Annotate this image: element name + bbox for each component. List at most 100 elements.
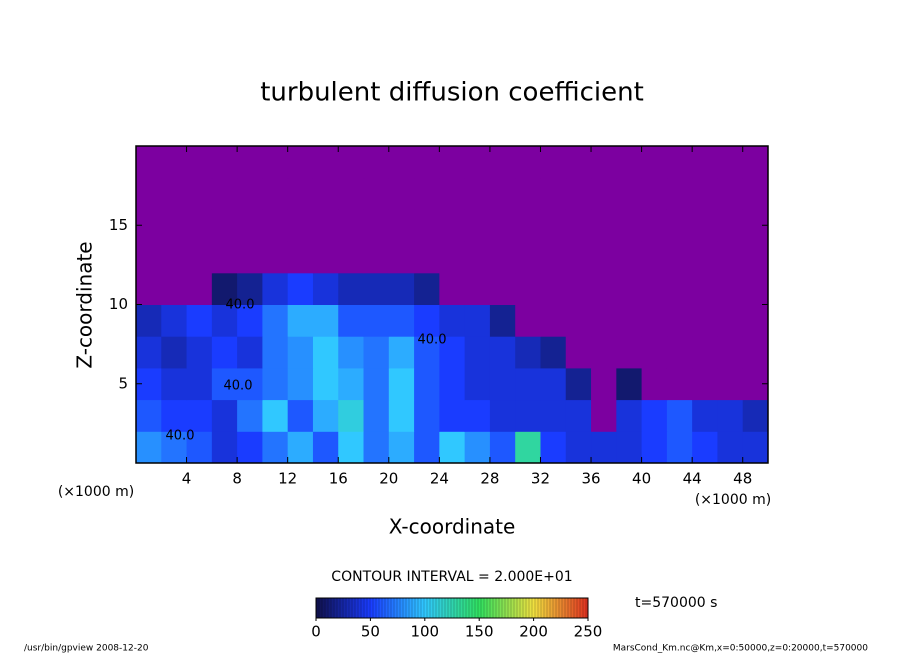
cell: [287, 272, 314, 305]
cell: [641, 241, 668, 274]
cell: [641, 431, 668, 464]
cell: [262, 399, 289, 432]
cell: [641, 336, 668, 369]
cell: [161, 431, 188, 464]
cell: [211, 367, 238, 401]
cell: [489, 304, 516, 337]
cell: [489, 431, 516, 464]
cell: [616, 146, 643, 179]
cell: [540, 146, 567, 179]
cell: [692, 336, 718, 369]
cell: [312, 146, 339, 179]
cell: [388, 367, 415, 401]
x-unit-label: (×1000 m): [695, 492, 771, 508]
cell: [565, 209, 592, 242]
contour-interval: CONTOUR INTERVAL = 2.000E+01: [331, 569, 572, 585]
cell: [363, 146, 390, 179]
cell: [287, 367, 314, 401]
cell: [616, 272, 643, 305]
cell: [742, 241, 769, 274]
cell: [717, 177, 744, 210]
cell: [565, 336, 592, 369]
cell: [136, 431, 162, 464]
cell: [338, 431, 365, 464]
contour-label: 40.0: [166, 429, 195, 444]
cell: [237, 336, 263, 369]
cell: [591, 431, 617, 464]
cell: [439, 241, 466, 274]
cell: [717, 241, 744, 274]
cell: [237, 241, 263, 274]
cell: [237, 304, 263, 337]
cell: [363, 209, 390, 242]
cell: [312, 431, 339, 464]
cell: [717, 399, 744, 432]
cell: [414, 336, 440, 369]
cell: [211, 209, 238, 242]
x-tick-label: 36: [581, 470, 600, 488]
cell: [439, 336, 466, 369]
chart-title: turbulent diffusion coefficient: [260, 78, 644, 108]
cell: [414, 431, 440, 464]
cell: [262, 431, 289, 464]
cell: [515, 241, 541, 274]
colorbar-tick-label: 0: [311, 623, 321, 641]
cell: [363, 336, 390, 369]
cell: [211, 272, 238, 305]
cell: [312, 304, 339, 337]
cell: [186, 272, 213, 305]
cell: [363, 431, 390, 464]
cell: [161, 304, 188, 337]
cell: [464, 241, 491, 274]
cell: [186, 336, 213, 369]
cell: [237, 177, 263, 210]
x-tick-label: 16: [329, 470, 348, 488]
cell: [136, 146, 162, 179]
cell: [641, 304, 668, 337]
y-tick-label: 5: [118, 374, 128, 392]
cell: [287, 177, 314, 210]
cell: [312, 177, 339, 210]
colorbar-tick-label: 100: [410, 623, 439, 641]
cell: [616, 399, 643, 432]
cell: [338, 367, 365, 401]
cell: [439, 177, 466, 210]
cell: [565, 431, 592, 464]
cell: [262, 304, 289, 337]
cell: [692, 241, 718, 274]
cell: [388, 146, 415, 179]
cell: [414, 146, 440, 179]
cell: [692, 146, 718, 179]
cell: [565, 367, 592, 401]
cell: [464, 399, 491, 432]
cell: [414, 209, 440, 242]
cell: [591, 304, 617, 337]
cell: [262, 272, 289, 305]
cell: [616, 367, 643, 401]
cell: [565, 304, 592, 337]
cell: [388, 241, 415, 274]
cell: [161, 336, 188, 369]
cell: [287, 304, 314, 337]
cell: [591, 336, 617, 369]
cell: [363, 304, 390, 337]
cell: [540, 272, 567, 305]
cell: [262, 336, 289, 369]
cell: [363, 272, 390, 305]
cell: [464, 272, 491, 305]
x-tick-label: 44: [683, 470, 702, 488]
cell: [742, 431, 769, 464]
footer-left: /usr/bin/gpview 2008-12-20: [24, 644, 149, 654]
cell: [312, 399, 339, 432]
cell: [388, 209, 415, 242]
colorbar-tick-label: 50: [361, 623, 380, 641]
cell: [388, 336, 415, 369]
x-tick-label: 12: [278, 470, 297, 488]
cell: [489, 367, 516, 401]
cell: [262, 367, 289, 401]
cell: [464, 367, 491, 401]
contour-label: 40.0: [226, 298, 255, 313]
cell: [414, 241, 440, 274]
cell: [287, 431, 314, 464]
